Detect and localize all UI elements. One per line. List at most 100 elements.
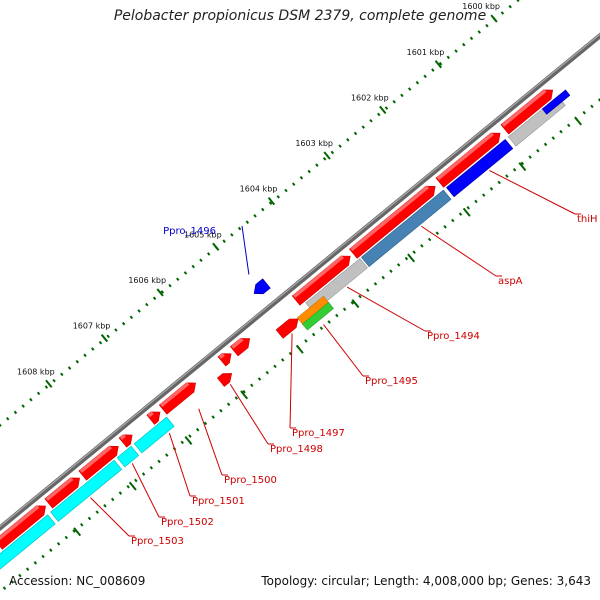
outer-minor-tick bbox=[454, 49, 458, 53]
forward-gene-shade-5 bbox=[160, 382, 190, 407]
inner-minor-tick bbox=[141, 472, 146, 476]
outer-minor-tick bbox=[469, 36, 474, 41]
reverse-gene-1[interactable] bbox=[50, 459, 123, 522]
gene-label-ppro-1500[interactable]: Ppro_1500 bbox=[224, 475, 277, 486]
outer-minor-tick bbox=[83, 353, 87, 358]
forward-gene-1[interactable] bbox=[44, 477, 80, 509]
reverse-gene-0[interactable] bbox=[0, 514, 56, 581]
forward-gene-5[interactable] bbox=[158, 382, 196, 415]
outer-minor-tick bbox=[230, 233, 234, 237]
gene-ppro-1496-feature[interactable] bbox=[253, 278, 271, 295]
inner-minor-tick bbox=[427, 237, 432, 242]
forward-gene-small-a[interactable] bbox=[216, 373, 233, 387]
inner-minor-tick bbox=[219, 408, 223, 413]
gene-ppro-1495-green[interactable] bbox=[301, 301, 334, 331]
gene-label-ppro-1503[interactable]: Ppro_1503 bbox=[131, 536, 184, 547]
forward-gene-2[interactable] bbox=[78, 445, 119, 481]
inner-minor-tick bbox=[512, 167, 517, 172]
forward-gene-0[interactable] bbox=[0, 505, 46, 550]
gene-blue-end-feature[interactable] bbox=[541, 89, 571, 115]
gene-label-ppro-1502[interactable]: Ppro_1502 bbox=[161, 517, 214, 528]
inner-minor-tick bbox=[536, 148, 540, 153]
inner-major-tick-8 bbox=[128, 481, 137, 491]
inner-minor-tick bbox=[350, 301, 355, 305]
gene-leader-line-0 bbox=[489, 170, 576, 215]
kbp-label-0: 1600 kbp bbox=[462, 2, 500, 11]
forward-gene-10[interactable] bbox=[435, 132, 501, 188]
forward-gene-8[interactable] bbox=[291, 255, 351, 306]
gene-label-ppro-1501[interactable]: Ppro_1501 bbox=[192, 496, 245, 507]
inner-minor-tick bbox=[180, 440, 184, 445]
outer-minor-tick bbox=[423, 74, 427, 79]
reverse-gene-2[interactable] bbox=[116, 445, 140, 468]
inner-minor-tick bbox=[234, 396, 239, 400]
inner-minor-tick bbox=[543, 142, 548, 147]
inner-minor-tick bbox=[412, 250, 416, 254]
gene-label-thih[interactable]: thiH bbox=[577, 214, 598, 225]
outer-minor-tick bbox=[21, 404, 25, 408]
outer-minor-tick bbox=[129, 315, 134, 320]
inner-minor-tick bbox=[327, 320, 331, 324]
inner-minor-tick bbox=[265, 370, 269, 375]
inner-minor-tick bbox=[126, 484, 130, 489]
reverse-gene-3[interactable] bbox=[133, 416, 175, 454]
outer-minor-tick bbox=[284, 188, 288, 193]
inner-minor-tick bbox=[95, 510, 99, 514]
forward-gene-small-b[interactable] bbox=[275, 318, 299, 339]
outer-minor-tick bbox=[400, 93, 404, 98]
topology-text: Topology: circular; Length: 4,008,000 bp… bbox=[261, 574, 591, 588]
outer-major-tick-6 bbox=[156, 288, 164, 297]
inner-minor-tick bbox=[203, 421, 208, 426]
inner-minor-tick bbox=[273, 364, 277, 369]
gene-label-ppro-1495[interactable]: Ppro_1495 bbox=[365, 376, 418, 387]
outer-minor-tick bbox=[500, 11, 505, 15]
inner-minor-tick bbox=[582, 110, 586, 115]
outer-minor-tick bbox=[392, 99, 396, 104]
inner-minor-tick bbox=[33, 561, 38, 565]
outer-minor-tick bbox=[268, 201, 273, 205]
kbp-label-3: 1603 kbp bbox=[295, 139, 333, 148]
inner-minor-tick bbox=[420, 244, 424, 248]
outer-minor-tick bbox=[431, 68, 435, 72]
inner-minor-tick bbox=[134, 478, 138, 483]
kbp-label-5: 1605 kbp bbox=[184, 230, 222, 239]
inner-minor-tick bbox=[335, 313, 339, 318]
forward-gene-shade-9 bbox=[350, 185, 429, 252]
gene-leader-line-1 bbox=[421, 225, 497, 277]
outer-minor-tick bbox=[322, 157, 327, 161]
inner-minor-tick bbox=[358, 294, 362, 299]
inner-major-tick-5 bbox=[295, 344, 304, 354]
outer-minor-tick bbox=[338, 144, 342, 148]
inner-minor-tick bbox=[72, 529, 76, 533]
inner-minor-tick bbox=[211, 415, 215, 419]
forward-gene-11[interactable] bbox=[500, 89, 554, 135]
outer-minor-tick bbox=[67, 366, 72, 370]
kbp-label-6: 1606 kbp bbox=[128, 276, 166, 285]
gene-label-ppro-1498[interactable]: Ppro_1498 bbox=[270, 444, 323, 455]
gene-label-ppro-1494[interactable]: Ppro_1494 bbox=[427, 331, 480, 342]
gene-label-ppro-1497[interactable]: Ppro_1497 bbox=[292, 428, 345, 439]
inner-minor-tick bbox=[25, 567, 30, 571]
inner-minor-tick bbox=[505, 174, 509, 178]
forward-gene-9[interactable] bbox=[349, 185, 436, 259]
outer-minor-tick bbox=[106, 334, 110, 339]
outer-minor-tick bbox=[206, 252, 211, 256]
inner-minor-tick bbox=[41, 554, 45, 559]
kbp-label-4: 1604 kbp bbox=[240, 185, 278, 194]
outer-minor-tick bbox=[415, 80, 420, 85]
gene-leader-line-5 bbox=[289, 333, 293, 429]
gene-label-aspa[interactable]: aspA bbox=[498, 276, 523, 287]
inner-minor-tick bbox=[250, 383, 254, 388]
outer-minor-tick bbox=[60, 372, 64, 377]
gene-thih-feature[interactable] bbox=[446, 138, 514, 198]
gene-label-ppro-1496[interactable]: Ppro_1496 bbox=[163, 226, 216, 237]
forward-gene-shade-0 bbox=[0, 505, 40, 541]
outer-major-tick-8 bbox=[45, 379, 53, 388]
forward-gene-shade-3 bbox=[119, 434, 126, 440]
inner-minor-tick bbox=[10, 580, 14, 584]
kbp-label-2: 1602 kbp bbox=[351, 93, 389, 102]
gene-aspa-feature[interactable] bbox=[360, 189, 452, 268]
inner-minor-tick bbox=[103, 503, 107, 508]
